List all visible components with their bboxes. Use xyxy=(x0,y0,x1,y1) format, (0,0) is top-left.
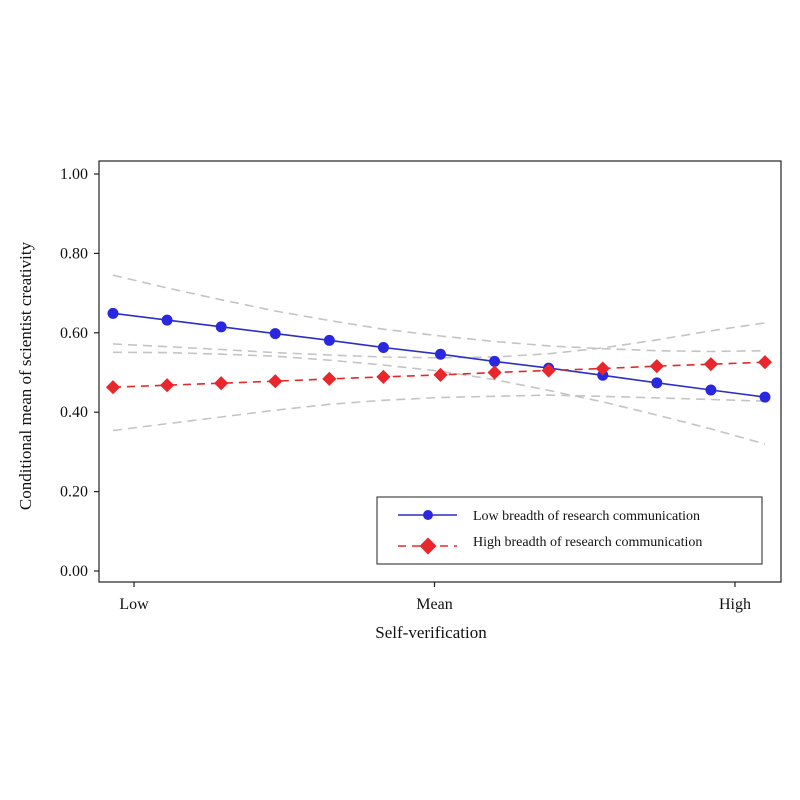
data-point xyxy=(322,371,337,386)
data-point xyxy=(105,380,121,395)
y-tick-label: 0.20 xyxy=(60,484,88,501)
data-point xyxy=(759,391,771,403)
y-tick-label: 0.00 xyxy=(60,563,88,580)
data-point xyxy=(377,341,389,353)
data-point xyxy=(541,363,556,378)
data-point xyxy=(757,355,773,370)
x-tick-label: High xyxy=(719,596,751,613)
legend-label-low: Low breadth of research communication xyxy=(473,509,700,524)
data-point xyxy=(489,355,501,367)
data-point xyxy=(703,357,718,372)
ci-lower-series-1 xyxy=(112,394,766,432)
data-point xyxy=(376,369,391,384)
legend-marker-high xyxy=(419,537,437,555)
y-tick-label: 0.80 xyxy=(60,245,88,262)
x-tick-label: Mean xyxy=(416,596,452,613)
legend-marker-low xyxy=(423,510,433,520)
y-tick-label: 0.40 xyxy=(60,404,88,421)
plot-frame xyxy=(98,160,782,583)
x-tick-label: Low xyxy=(119,596,149,613)
ci-upper-series-1 xyxy=(112,322,766,359)
data-point xyxy=(649,359,664,374)
x-axis-title: Self-verification xyxy=(375,623,487,642)
series-1 xyxy=(105,355,773,395)
data-point xyxy=(323,334,335,346)
y-tick-label: 1.00 xyxy=(60,166,88,183)
data-point xyxy=(487,365,502,380)
data-point xyxy=(268,374,283,389)
data-point xyxy=(215,321,227,333)
data-point xyxy=(595,361,610,376)
ci-upper-series-0 xyxy=(112,274,766,353)
data-point xyxy=(160,378,175,393)
data-point xyxy=(107,307,119,319)
series-layer xyxy=(105,307,773,403)
x-axis: Low Mean High xyxy=(119,582,751,613)
ci-lower-series-0 xyxy=(112,351,766,445)
data-point xyxy=(705,384,717,396)
legend-label-high: High breadth of research communication xyxy=(473,535,702,550)
data-point xyxy=(161,314,173,326)
y-axis-title: Conditional mean of scientist creativity xyxy=(16,241,35,510)
data-point xyxy=(433,367,448,382)
data-point xyxy=(435,348,447,360)
confidence-bands xyxy=(112,274,766,445)
legend: Low breadth of research communication Hi… xyxy=(376,496,763,565)
data-point xyxy=(214,376,229,391)
series-0 xyxy=(107,307,771,403)
data-point xyxy=(651,377,663,389)
data-point xyxy=(269,328,281,340)
y-axis: 0.00 0.20 0.40 0.60 0.80 1.00 xyxy=(60,166,99,580)
legend-box xyxy=(376,496,763,565)
y-tick-label: 0.60 xyxy=(60,325,88,342)
